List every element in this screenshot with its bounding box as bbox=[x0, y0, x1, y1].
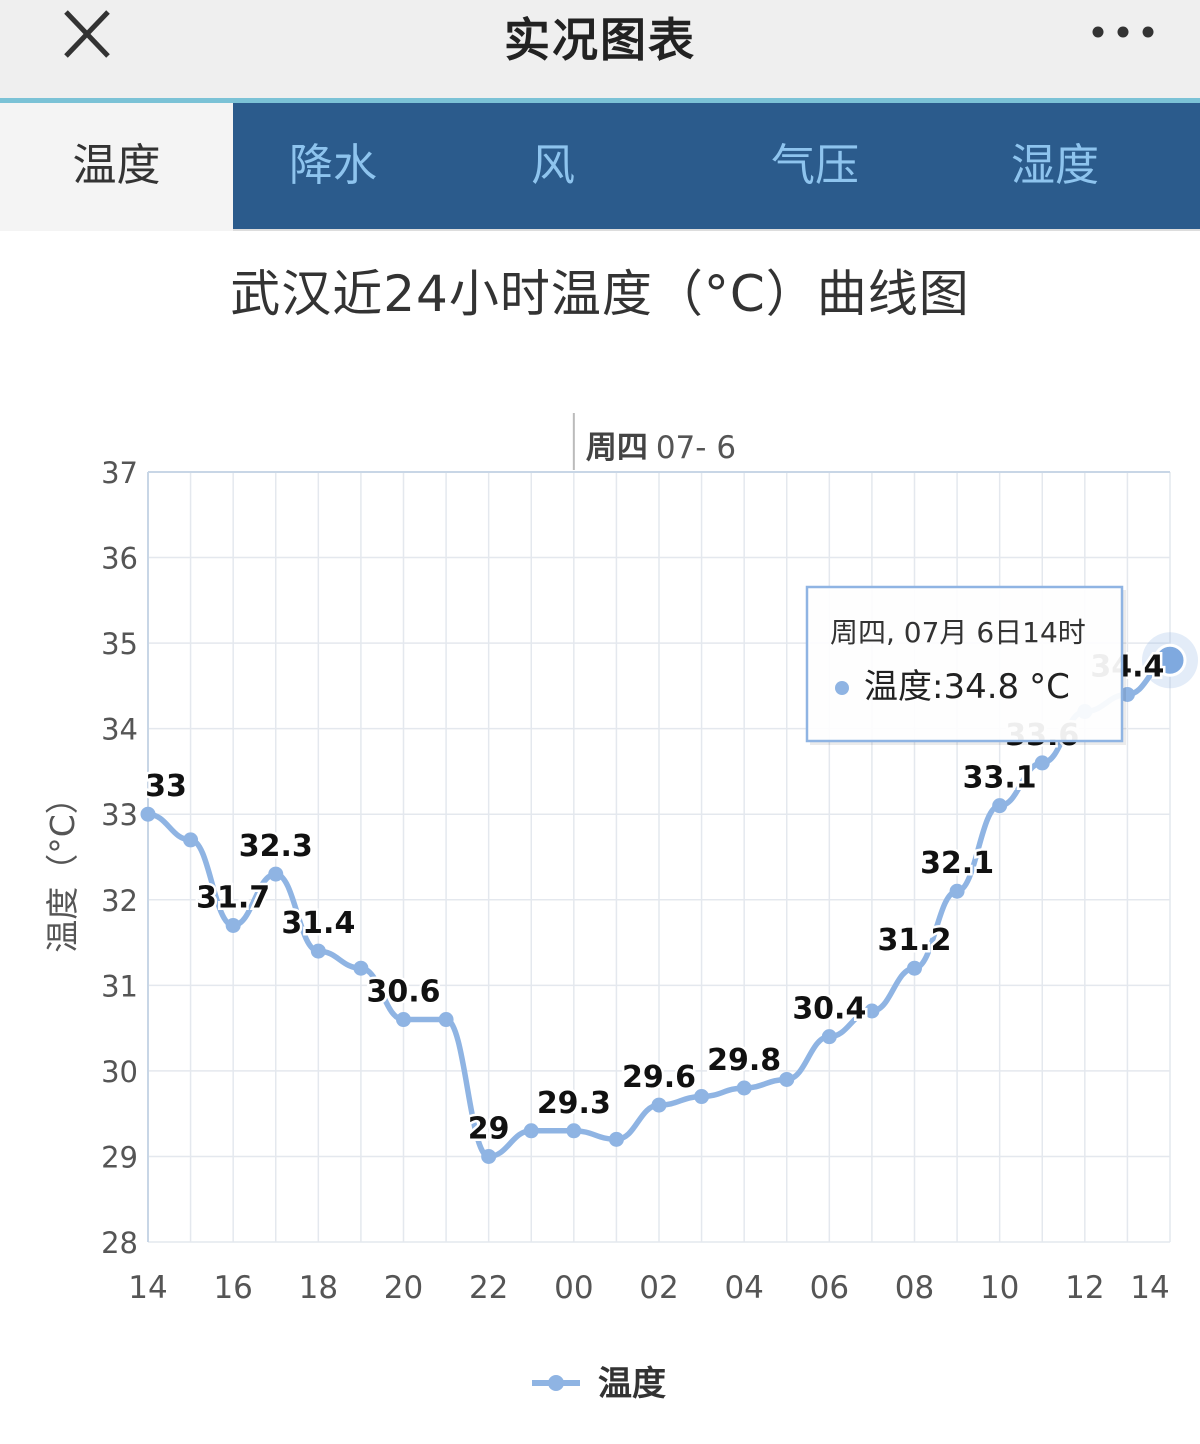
x-tick-label: 06 bbox=[810, 1270, 849, 1306]
data-point bbox=[1119, 686, 1135, 702]
data-label: 33.1 bbox=[963, 761, 1037, 796]
y-axis-title: 温度（°C） bbox=[43, 781, 82, 953]
day-label: 周四 07- 6 bbox=[586, 430, 736, 466]
y-tick-label: 31 bbox=[101, 969, 138, 1003]
tab-temperature[interactable]: 温度 bbox=[0, 103, 233, 231]
x-tick-label: 18 bbox=[299, 1270, 338, 1306]
x-tick-label: 10 bbox=[980, 1270, 1019, 1306]
data-label: 33 bbox=[145, 769, 187, 804]
data-point bbox=[1034, 755, 1050, 771]
tooltip-series-dot bbox=[835, 681, 849, 695]
data-point bbox=[268, 866, 284, 882]
data-point bbox=[140, 806, 156, 822]
data-label: 30.6 bbox=[366, 975, 440, 1010]
x-tick-label: 00 bbox=[554, 1270, 593, 1306]
data-label: 31.4 bbox=[281, 906, 355, 941]
hover-point bbox=[1153, 643, 1187, 677]
data-point bbox=[821, 1029, 837, 1045]
tooltip-colon: : bbox=[932, 667, 943, 707]
data-label: 29.8 bbox=[707, 1043, 781, 1078]
data-point bbox=[779, 1071, 795, 1087]
x-tick-label: 14 bbox=[128, 1270, 167, 1306]
tab-pressure[interactable]: 气压 bbox=[771, 140, 859, 191]
data-point bbox=[694, 1089, 710, 1105]
y-tick-label: 33 bbox=[101, 798, 138, 832]
page-title: 实况图表 bbox=[504, 13, 696, 67]
grid bbox=[147, 471, 1171, 1243]
data-label: 29 bbox=[468, 1111, 510, 1146]
tab-bar: 温度 降水 风 气压 湿度 bbox=[0, 103, 1200, 231]
data-point bbox=[992, 798, 1008, 814]
tab-wind[interactable]: 风 bbox=[531, 140, 575, 191]
data-point bbox=[608, 1131, 624, 1147]
data-label: 32.1 bbox=[920, 846, 994, 881]
x-tick-label: 16 bbox=[213, 1270, 252, 1306]
close-icon[interactable] bbox=[56, 6, 118, 62]
data-point bbox=[736, 1080, 752, 1096]
y-tick-label: 28 bbox=[101, 1226, 138, 1260]
y-tick-label: 32 bbox=[101, 884, 138, 918]
data-point bbox=[396, 1012, 411, 1028]
x-tick-label: 08 bbox=[895, 1270, 934, 1306]
tab-humidity[interactable]: 湿度 bbox=[1011, 140, 1099, 191]
y-tick-label: 34 bbox=[101, 713, 138, 747]
legend-marker bbox=[548, 1375, 564, 1391]
x-tick-label: 20 bbox=[384, 1270, 423, 1306]
day-weekday: 周四 bbox=[586, 430, 648, 466]
data-point bbox=[438, 1012, 454, 1028]
tooltip-series-name: 温度 bbox=[864, 667, 932, 707]
data-point bbox=[481, 1148, 497, 1164]
data-label: 31.7 bbox=[196, 880, 270, 915]
data-point bbox=[864, 1003, 880, 1019]
tooltip-value: 温度:34.8 °C bbox=[864, 667, 1070, 707]
x-tick-label: 04 bbox=[724, 1270, 763, 1306]
data-point bbox=[225, 917, 241, 933]
tab-precipitation[interactable]: 降水 bbox=[289, 140, 377, 191]
x-tick-label: 22 bbox=[469, 1270, 508, 1306]
top-bar: 实况图表 bbox=[0, 0, 1200, 103]
legend-label: 温度 bbox=[598, 1364, 666, 1404]
y-tick-label: 30 bbox=[101, 1055, 138, 1089]
x-tick-label: 14 bbox=[1130, 1270, 1169, 1306]
y-tick-label: 36 bbox=[101, 542, 138, 576]
data-point bbox=[310, 943, 326, 959]
tooltip-box bbox=[805, 585, 1124, 743]
more-icon[interactable] bbox=[1088, 14, 1158, 50]
y-tick-label: 35 bbox=[101, 627, 138, 661]
data-label: 30.4 bbox=[792, 992, 866, 1027]
data-point bbox=[183, 832, 199, 848]
y-tick-label: 29 bbox=[101, 1140, 138, 1174]
data-point bbox=[566, 1123, 582, 1139]
tooltip-header: 周四, 07月 6日14时 bbox=[830, 616, 1086, 649]
data-label: 32.3 bbox=[239, 829, 313, 864]
y-tick-label: 37 bbox=[101, 456, 138, 490]
day-date: 07- 6 bbox=[656, 430, 736, 466]
data-label: 29.6 bbox=[622, 1060, 696, 1095]
data-point bbox=[651, 1097, 667, 1113]
x-tick-label: 12 bbox=[1065, 1270, 1104, 1306]
data-label: 31.2 bbox=[877, 923, 951, 958]
data-point bbox=[353, 960, 369, 976]
tooltip-number: 34.8 bbox=[943, 667, 1019, 707]
tooltip-unit: °C bbox=[1029, 667, 1070, 707]
chart-title: 武汉近24小时温度（°C）曲线图 bbox=[230, 265, 970, 323]
data-point bbox=[523, 1123, 539, 1139]
data-point bbox=[907, 960, 922, 976]
legend: 温度 bbox=[532, 1364, 666, 1404]
data-label: 29.3 bbox=[537, 1086, 611, 1121]
x-tick-label: 02 bbox=[639, 1270, 678, 1306]
data-point bbox=[949, 883, 965, 899]
